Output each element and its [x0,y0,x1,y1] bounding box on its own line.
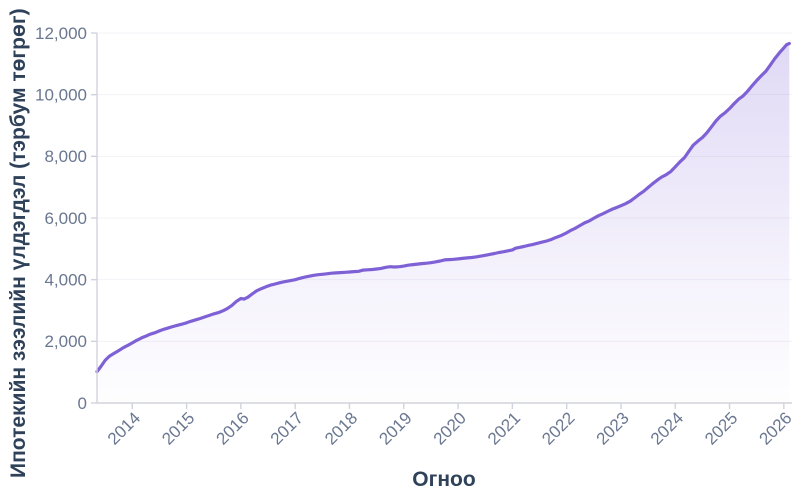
y-tick-label: 8,000 [44,147,87,166]
x-tick-label: 2014 [104,408,144,448]
y-tick-label: 6,000 [44,209,87,228]
x-tick-label: 2016 [213,408,253,448]
y-tick-label: 10,000 [35,85,87,104]
x-tick-label: 2023 [593,408,633,448]
series-line [95,41,791,374]
y-tick-label: 2,000 [44,332,87,351]
x-tick-label: 2025 [701,408,741,448]
x-tick-label: 2019 [375,408,415,448]
x-tick-label: 2015 [158,408,198,448]
area-region [97,43,790,403]
area-fill [97,43,790,403]
x-tick-label: 2021 [484,408,524,448]
x-axis-title: Огноо [412,468,475,491]
y-tick-label: 12,000 [35,24,87,43]
x-tick-label: 2022 [538,408,578,448]
data-line [95,41,791,374]
y-tick-label: 4,000 [44,270,87,289]
x-tick-label: 2026 [756,408,796,448]
y-tick-label: 0 [78,394,87,413]
x-tick-label: 2018 [321,408,361,448]
x-tick-label: 2024 [647,408,687,448]
x-tick-label: 2017 [267,408,307,448]
y-axis-title: Ипотекийн зээлийн үлдэгдэл (тэрбум төгрө… [7,8,30,478]
x-tick-label: 2020 [430,408,470,448]
